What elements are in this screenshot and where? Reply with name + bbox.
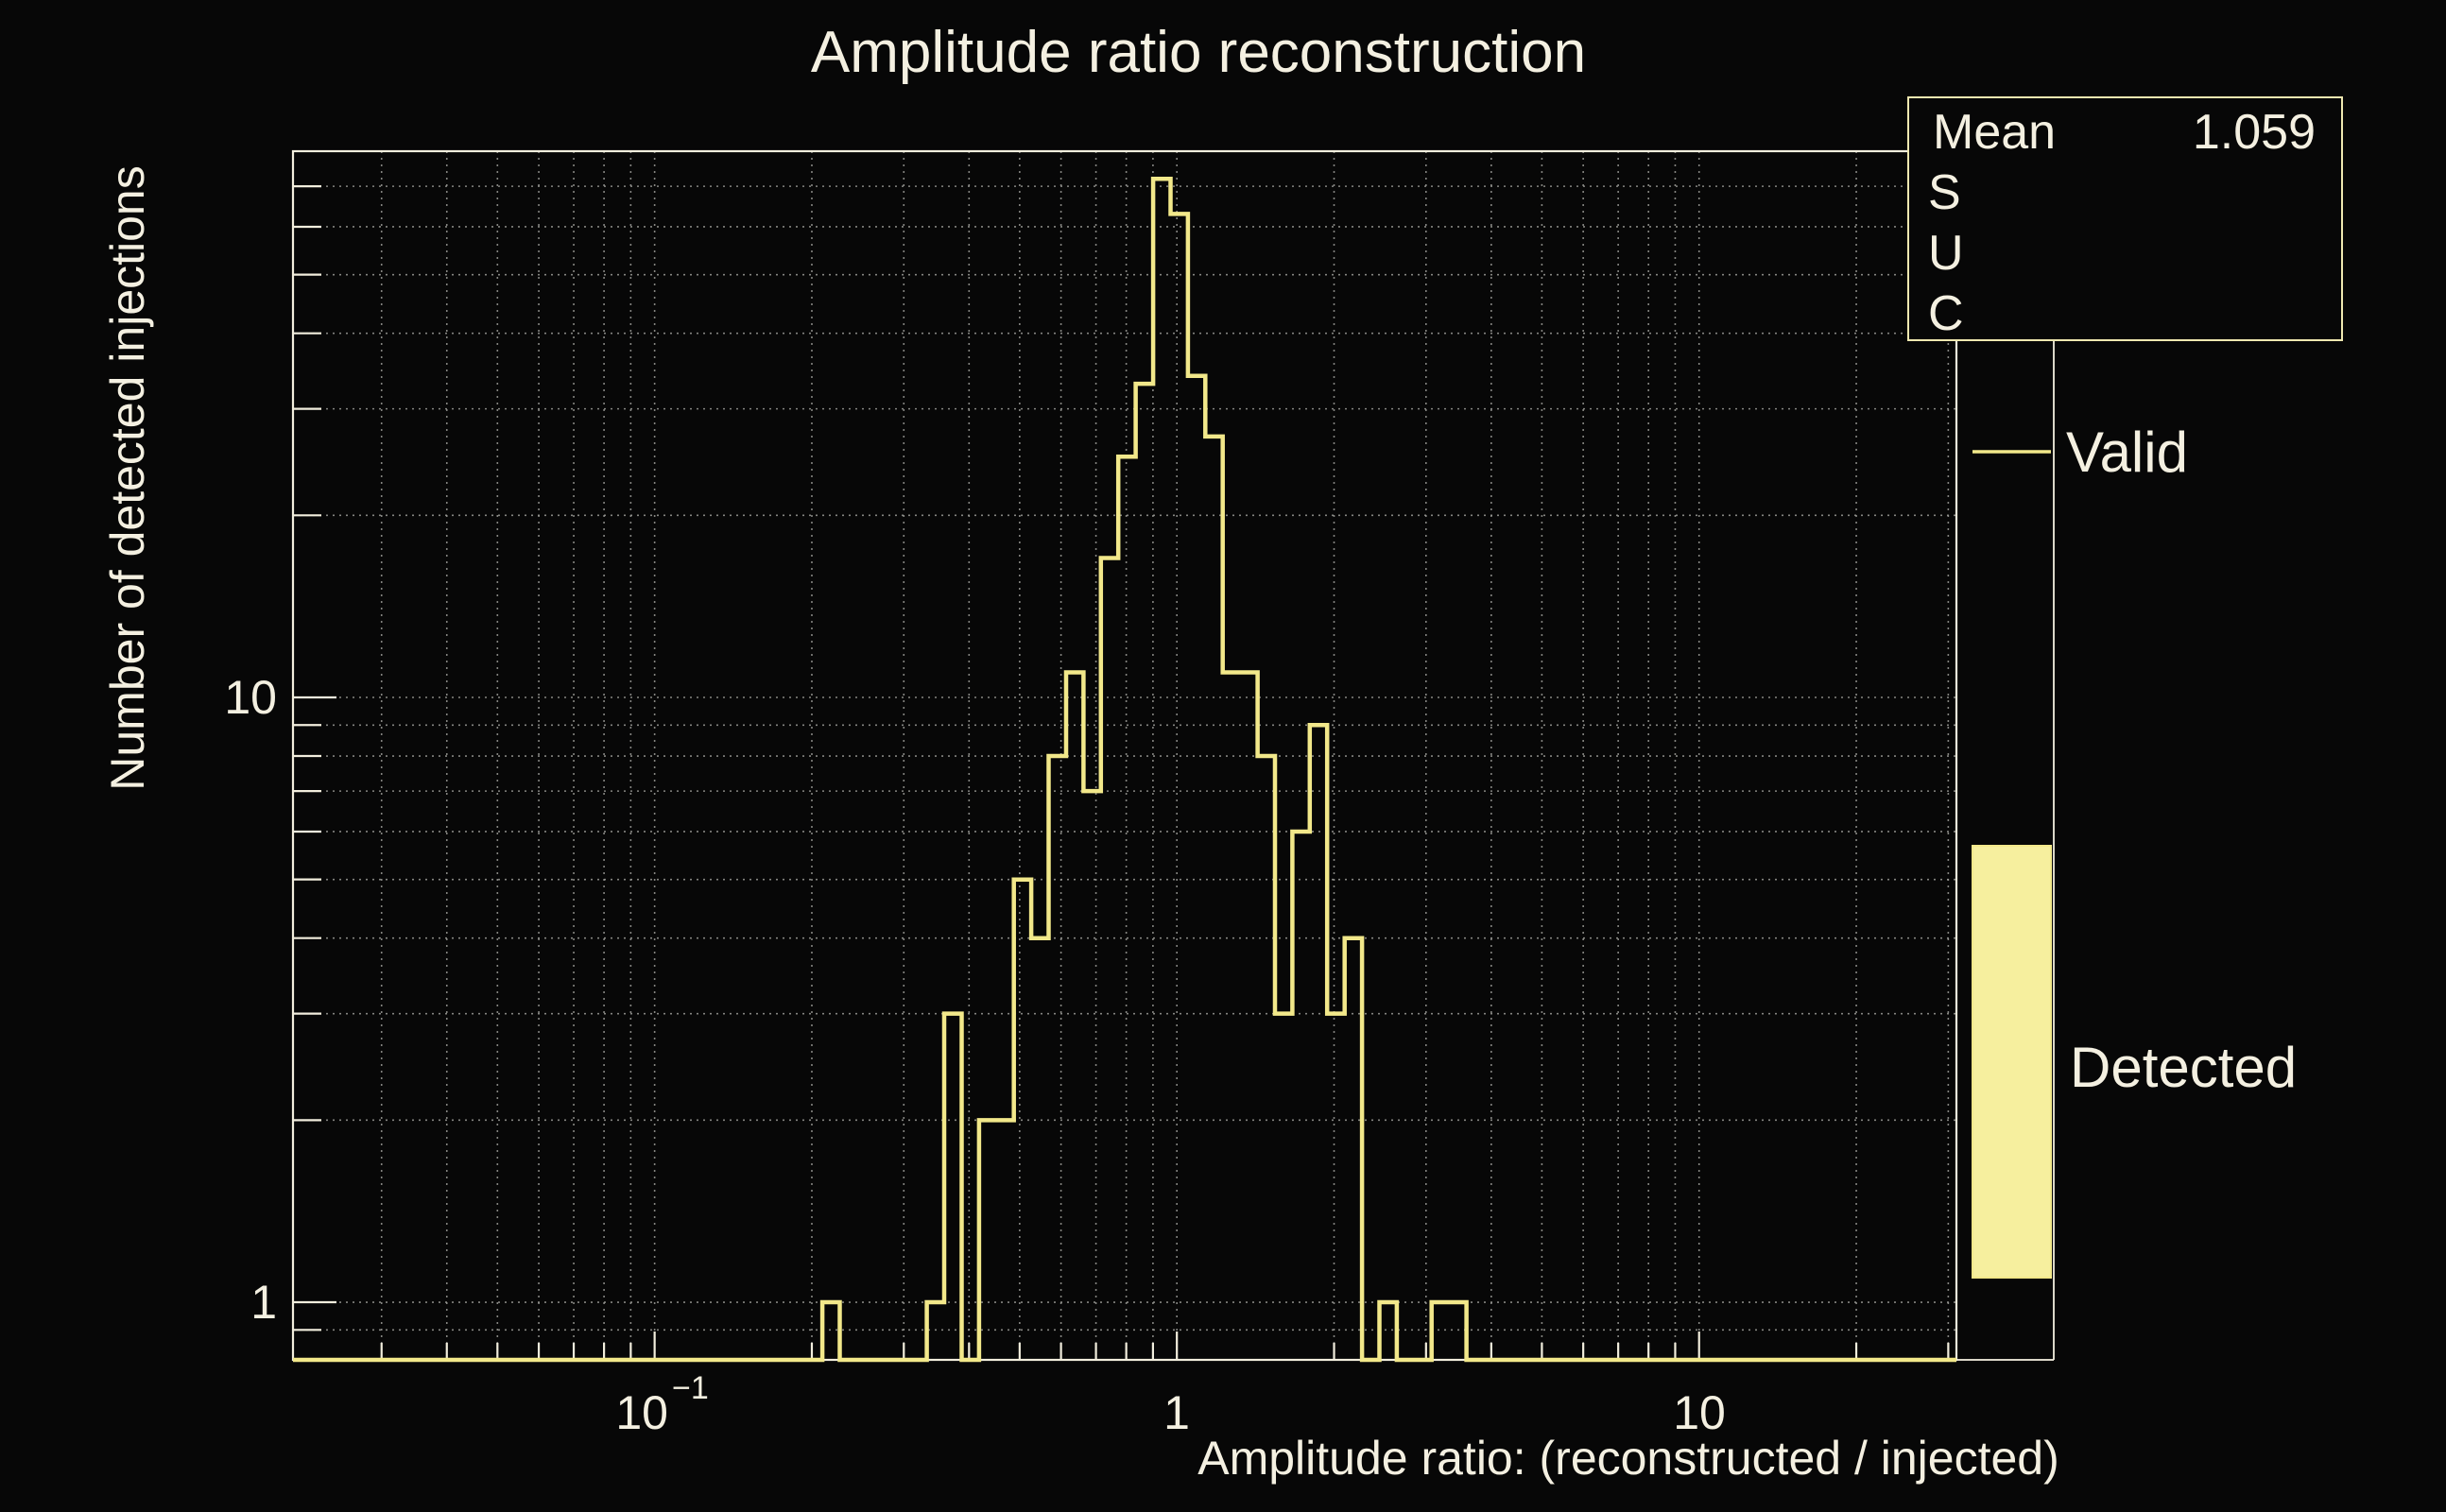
legend-valid-label: Valid — [2066, 421, 2188, 484]
legend-detected-label: Detected — [2070, 1036, 2297, 1099]
y-tick-label-10: 10 — [224, 671, 277, 724]
stats-row-2-label: S — [1928, 165, 1961, 220]
stats-box: Mean 1.059 S U C — [1907, 96, 2343, 341]
y-tick-label-1: 1 — [250, 1276, 277, 1329]
legend-detected-box-marker — [1972, 845, 2052, 1279]
x-tick-label-10: 10 — [1673, 1386, 1726, 1439]
grid-layer — [293, 151, 1956, 1360]
x-axis-title: Amplitude ratio: (reconstructed / inject… — [1197, 1432, 2059, 1485]
stats-box-frame — [1907, 96, 2343, 341]
legend: Valid Detected — [1972, 421, 2297, 1279]
histogram-valid — [293, 177, 1956, 1363]
plot-frame — [291, 149, 1958, 1362]
x-tick-label-0p1-base: 10 — [615, 1386, 668, 1439]
x-tick-label-0p1: 10 −1 — [615, 1370, 708, 1439]
tick-layer — [293, 185, 1950, 1360]
y-axis-title: Number of detected injections — [101, 165, 154, 790]
x-tick-label-1: 1 — [1163, 1386, 1190, 1439]
stats-row-mean-value: 1.059 — [2193, 105, 2316, 160]
stats-row-3-label: U — [1928, 226, 1964, 281]
plot-title: Amplitude ratio reconstruction — [811, 20, 1586, 85]
stats-row-mean-label: Mean — [1933, 105, 2056, 160]
stats-row-4-label: C — [1928, 286, 1964, 341]
x-tick-label-0p1-exponent: −1 — [672, 1370, 709, 1406]
